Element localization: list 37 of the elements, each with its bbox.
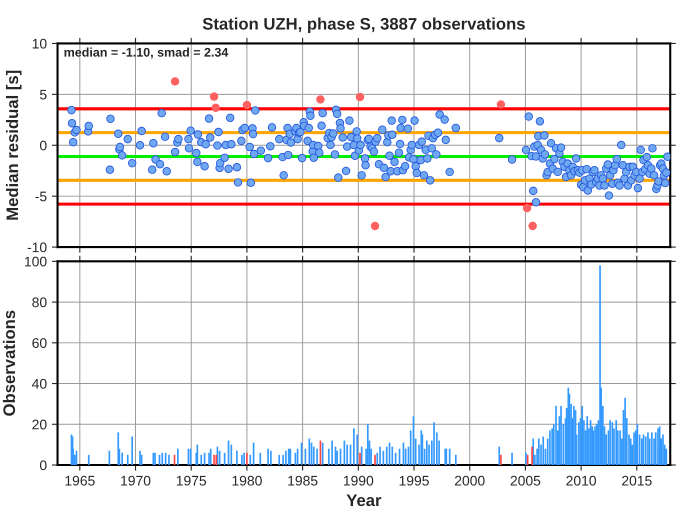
y-tick-label: -10: [28, 242, 47, 252]
point: [212, 104, 220, 112]
point: [496, 100, 506, 109]
x-tick-label: 1985: [288, 476, 318, 486]
y-tick-label: 0: [40, 460, 47, 470]
y-axis-title: Median residual [s]: [6, 70, 22, 220]
x-axis-title: Year: [346, 494, 382, 506]
x-tick-label: 1980: [232, 476, 262, 486]
point: [316, 95, 325, 104]
y-tick-label: 10: [32, 38, 47, 49]
y-tick-label: 5: [40, 90, 47, 100]
chart-title: Station UZH, phase S, 3887 observations: [202, 17, 525, 34]
point: [170, 77, 180, 86]
point: [210, 92, 218, 101]
y-tick-label: 60: [32, 338, 47, 348]
x-tick-label: 2005: [510, 476, 540, 486]
x-tick-label: 1975: [176, 476, 206, 486]
x-tick-label: 2015: [622, 476, 652, 486]
x-tick-label: 1965: [65, 476, 95, 486]
x-tick-label: 1970: [121, 476, 150, 486]
point: [370, 222, 380, 230]
point: [242, 100, 252, 110]
point: [522, 204, 532, 212]
y-tick-label: 40: [32, 378, 47, 389]
y-tick-label: 80: [32, 297, 47, 308]
y-tick-label: 0: [40, 140, 47, 150]
point: [528, 222, 537, 230]
annotation: median = -1.10, smad = 2.34: [64, 48, 228, 58]
y-tick-label: 100: [25, 256, 47, 267]
x-tick-label: 2000: [454, 476, 485, 486]
x-tick-label: 2010: [566, 476, 596, 486]
y-tick-label: -5: [35, 192, 47, 202]
y-axis-title: Observations: [2, 310, 16, 416]
x-tick-label: 1990: [344, 476, 374, 486]
x-tick-label: 1995: [400, 476, 429, 486]
y-tick-label: 20: [32, 420, 47, 430]
point: [356, 92, 364, 102]
